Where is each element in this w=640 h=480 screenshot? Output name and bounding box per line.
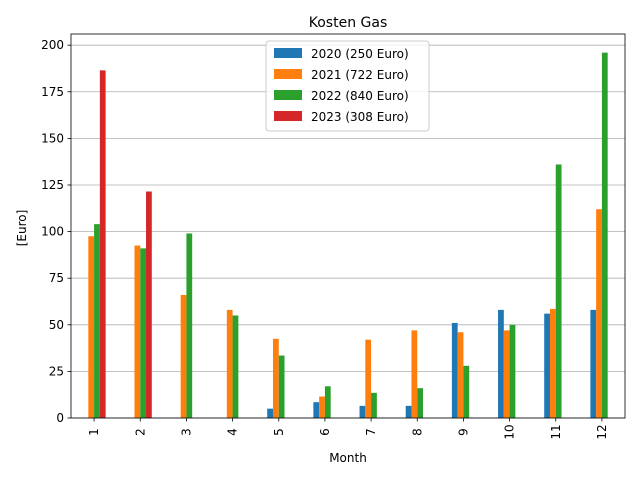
legend-label: 2020 (250 Euro): [311, 47, 409, 61]
bar: [99, 70, 106, 418]
bar: [146, 191, 152, 418]
bar: [509, 324, 516, 418]
legend-swatch: [274, 69, 302, 79]
y-tick-label: 125: [41, 178, 64, 192]
bars: [88, 52, 608, 418]
bar: [359, 405, 366, 418]
bar: [319, 396, 325, 418]
x-tick-label: 11: [549, 424, 563, 439]
x-tick-label: 1: [87, 428, 101, 436]
bar: [226, 309, 233, 418]
bar: [601, 52, 608, 418]
bar: [313, 402, 320, 418]
x-tick-label: 9: [456, 428, 470, 436]
bar: [405, 405, 412, 418]
x-tick-label: 10: [503, 424, 517, 439]
x-tick-label: 2: [133, 428, 147, 436]
legend-label: 2021 (722 Euro): [311, 68, 409, 82]
x-tick-label: 3: [179, 428, 193, 436]
bar: [140, 248, 147, 418]
bar: [503, 330, 510, 418]
x-tick-label: 7: [364, 428, 378, 436]
bar: [596, 209, 602, 418]
bar: [371, 392, 377, 418]
legend-swatch: [274, 90, 302, 100]
legend-frame: [265, 40, 430, 132]
bar: [498, 309, 504, 418]
bar: [186, 233, 193, 418]
bar: [544, 313, 550, 418]
bar: [94, 224, 100, 418]
x-tick-label: 8: [410, 428, 424, 436]
y-tick-label: 100: [41, 225, 64, 239]
x-axis-label: Month: [329, 451, 367, 465]
legend: 2020 (250 Euro) 2021 (722 Euro) 2022 (840 …: [265, 40, 430, 132]
y-tick-label: 150: [41, 131, 64, 145]
bar: [134, 245, 141, 418]
bar: [232, 315, 239, 418]
bar: [411, 330, 418, 418]
chart-title: Kosten Gas: [309, 15, 388, 31]
y-tick-label: 50: [49, 318, 64, 332]
bar: [180, 294, 187, 418]
bar: [451, 322, 458, 418]
bar: [417, 388, 424, 418]
plot-frame: [70, 33, 626, 419]
x-tick-label: 5: [272, 428, 286, 436]
x-tick-label: 12: [595, 424, 609, 439]
x-tick-label: 4: [226, 428, 240, 436]
legend-swatch: [274, 48, 302, 58]
bar: [272, 338, 279, 418]
y-tick-label: 175: [41, 85, 64, 99]
y-tick-label: 0: [56, 411, 64, 425]
bar: [324, 386, 331, 418]
legend-label: 2022 (840 Euro): [311, 89, 409, 103]
legend-label: 2023 (308 Euro): [311, 110, 409, 124]
y-axis: 0 25 50 75 100 125 150 175 200: [41, 38, 71, 425]
bar: [365, 339, 372, 418]
bar: [278, 355, 285, 418]
bar: [555, 164, 562, 418]
bar: [463, 365, 470, 418]
bar: [88, 236, 95, 418]
y-tick-label: 25: [49, 364, 64, 378]
legend-swatch: [274, 111, 302, 121]
y-tick-label: 75: [49, 271, 64, 285]
bar: [457, 332, 464, 418]
y-tick-label: 200: [41, 38, 64, 52]
bar: [590, 309, 597, 418]
x-axis: 1 2 3 4 5 6 7 8 9 10 11 12: [87, 418, 609, 440]
y-axis-label: [Euro]: [15, 210, 29, 247]
bar: [267, 408, 273, 418]
x-tick-label: 6: [318, 428, 332, 436]
bar: [549, 308, 556, 418]
